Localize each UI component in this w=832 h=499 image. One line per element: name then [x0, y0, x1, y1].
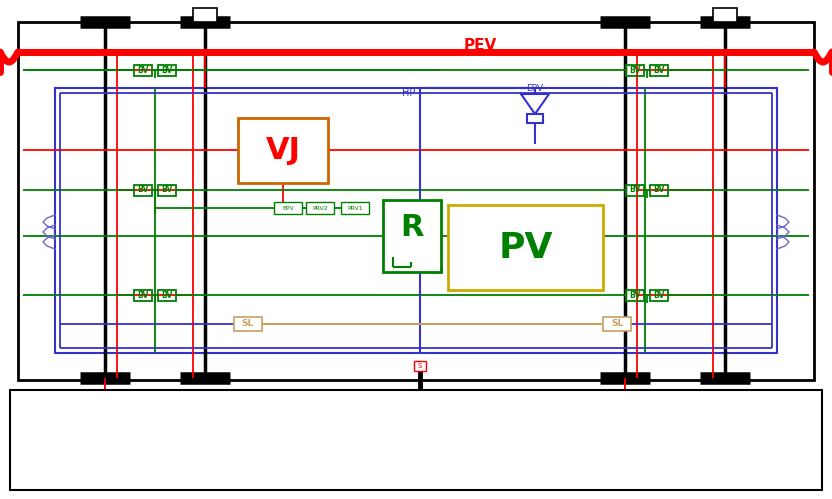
Text: SL: SL [242, 319, 254, 328]
Bar [341, 202, 369, 214]
Text: BV: BV [653, 186, 665, 195]
Bar [134, 64, 152, 75]
Text: BV: BV [653, 65, 665, 74]
Text: HP: HP [402, 88, 415, 98]
Text: EPV: EPV [282, 206, 294, 211]
Text: S: S [418, 363, 422, 369]
Bar [650, 289, 668, 300]
Bar [134, 289, 152, 300]
Bar [713, 8, 737, 22]
Bar [414, 361, 426, 371]
Bar [158, 64, 176, 75]
Text: EPV: EPV [527, 83, 543, 92]
Text: PČ: PČ [98, 401, 112, 411]
Text: PČ - protismykové čidlo: PČ - protismykové čidlo [18, 400, 146, 412]
Text: PRV1: PRV1 [347, 206, 363, 211]
Text: PŘ - přestavovač: PŘ - přestavovač [582, 451, 674, 463]
Text: S - spínač: S - spínač [300, 452, 353, 462]
Text: BV: BV [137, 290, 149, 299]
Bar [626, 185, 644, 196]
Bar [626, 64, 644, 75]
Bar [650, 185, 668, 196]
Text: PČ: PČ [198, 10, 212, 20]
Text: PČ: PČ [718, 10, 732, 20]
Bar [603, 317, 631, 331]
Text: HP - hlavní potrubí: HP - hlavní potrubí [18, 435, 119, 445]
Bar [158, 289, 176, 300]
Text: PŘV - přídavný ventil: PŘV - přídavný ventil [582, 400, 696, 412]
Text: PRV2: PRV2 [312, 206, 328, 211]
Text: PV: PV [498, 231, 552, 264]
Bar [306, 202, 334, 214]
Text: BV - brzdový válec: BV - brzdový válec [300, 401, 402, 412]
Bar [55, 88, 777, 353]
Text: VJ: VJ [265, 136, 300, 165]
Text: PČ: PČ [618, 401, 632, 411]
Bar [18, 22, 814, 380]
Text: R - rozvaděč: R - rozvaděč [582, 418, 650, 428]
Text: PEV: PEV [463, 37, 497, 52]
Text: BV: BV [629, 65, 641, 74]
Text: BV: BV [629, 186, 641, 195]
Text: PV - pomocný vzduchojem: PV - pomocný vzduchojem [300, 435, 445, 446]
Bar [10, 390, 822, 490]
Bar [238, 118, 328, 183]
Text: PEV - průběžné elektrické vedení: PEV - průběžné elektrické vedení [18, 418, 199, 429]
Text: BV: BV [161, 186, 173, 195]
Text: BV: BV [137, 186, 149, 195]
Bar [650, 64, 668, 75]
Text: BV: BV [161, 65, 173, 74]
Bar [134, 185, 152, 196]
Bar [274, 202, 302, 214]
Text: SL - snímač ložení: SL - snímač ložení [582, 435, 681, 445]
Text: BV: BV [137, 65, 149, 74]
Text: BV: BV [629, 290, 641, 299]
Bar [626, 289, 644, 300]
Bar [383, 200, 441, 272]
Bar [158, 185, 176, 196]
Text: BV: BV [161, 290, 173, 299]
Text: PŘ: PŘ [417, 399, 433, 409]
Bar [193, 8, 217, 22]
Bar [527, 114, 543, 123]
Text: SL: SL [611, 319, 623, 328]
Bar [448, 205, 603, 290]
Bar [613, 399, 637, 413]
Text: VJ - vyhodnocovací jednotka: VJ - vyhodnocovací jednotka [300, 418, 454, 428]
Text: BV: BV [653, 290, 665, 299]
Text: EPV - elektropneumatický  ventil: EPV - elektropneumatický ventil [18, 452, 196, 463]
Text: R: R [400, 214, 423, 243]
Bar [93, 399, 117, 413]
Bar [234, 317, 262, 331]
